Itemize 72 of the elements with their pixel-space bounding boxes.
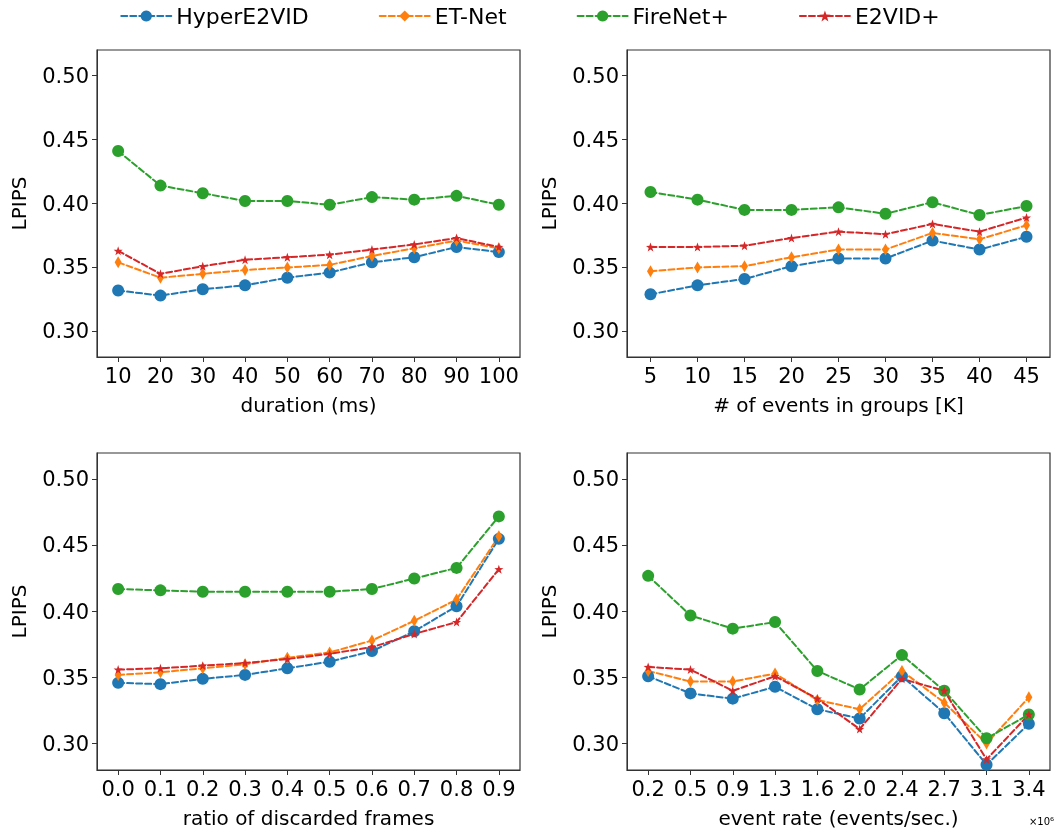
x-tick-label: 1.3 (758, 776, 792, 801)
x-tick-label: 0.2 (186, 776, 220, 801)
y-tick-label: 0.30 (42, 731, 89, 756)
y-tick-label: 0.30 (42, 319, 89, 344)
legend-label: FireNet+ (632, 3, 729, 29)
x-tick-label: 10 (684, 363, 711, 388)
x-tick-label: 15 (731, 363, 758, 388)
x-tick-label: 0.9 (482, 776, 516, 801)
x-tick-label: 40 (231, 363, 259, 388)
y-tick-label: 0.35 (572, 255, 619, 280)
x-tick-label: 5 (643, 363, 658, 388)
x-tick-label: 2.4 (885, 776, 919, 801)
x-tick-label: 30 (872, 363, 899, 388)
x-tick-label: 20 (147, 363, 174, 388)
x-tick-label: 35 (919, 363, 946, 388)
x-tick-label: 30 (189, 363, 217, 388)
x-tick-label: 70 (358, 363, 386, 388)
y-tick-label: 0.35 (42, 255, 89, 280)
y-axis-title: LPIPS (7, 176, 31, 231)
y-tick-label: 0.40 (42, 191, 89, 216)
x-tick-label: 90 (443, 363, 470, 388)
x-tick-label: 20 (778, 363, 805, 388)
y-tick-label: 0.45 (42, 533, 89, 558)
x-tick-label: 40 (966, 363, 993, 388)
x-axis-title: event rate (events/sec.) (718, 806, 959, 830)
y-tick-label: 0.35 (42, 665, 89, 690)
legend-label: ET-Net (434, 3, 507, 29)
y-axis-title: LPIPS (7, 584, 31, 639)
x-tick-label: 0.5 (312, 776, 347, 801)
x-tick-label: 2.0 (842, 776, 877, 801)
y-tick-label: 0.40 (42, 599, 89, 624)
y-tick-label: 0.50 (572, 467, 619, 492)
x-tick-label: 3.4 (1012, 776, 1046, 801)
y-axis-title: LPIPS (537, 176, 561, 231)
x-tick-label: 0.5 (673, 776, 708, 801)
x-tick-label: 1.6 (800, 776, 835, 801)
y-tick-label: 0.40 (572, 191, 619, 216)
x-tick-label: 60 (316, 363, 344, 388)
x-axis-title: ratio of discarded frames (182, 806, 435, 830)
x-tick-label: 3.1 (969, 776, 1004, 801)
x-tick-label: 0.7 (397, 776, 431, 801)
x-tick-label: 0.3 (228, 776, 262, 801)
y-tick-label: 0.45 (572, 533, 619, 558)
y-tick-label: 0.50 (42, 467, 89, 492)
x-tick-label: 45 (1013, 363, 1040, 388)
y-tick-label: 0.40 (572, 599, 619, 624)
text: ×10⁶ (1028, 815, 1055, 827)
x-tick-label: 0.9 (716, 776, 750, 801)
x-tick-label: 80 (400, 363, 428, 388)
y-tick-label: 0.30 (572, 731, 619, 756)
x-tick-label: 0.6 (355, 776, 389, 801)
x-axis-title: duration (ms) (240, 393, 377, 417)
x-tick-label: 0.0 (101, 776, 135, 801)
x-axis-title: # of events in groups [K] (713, 393, 964, 417)
y-tick-label: 0.45 (42, 127, 89, 152)
y-tick-label: 0.50 (572, 63, 619, 88)
legend-label: E2VID+ (854, 3, 940, 29)
y-axis-title: LPIPS (537, 584, 561, 639)
x-tick-label: 0.1 (143, 776, 178, 801)
x-tick-label: 50 (273, 363, 301, 388)
x-tick-label: 0.4 (270, 776, 305, 801)
y-tick-label: 0.50 (42, 63, 89, 88)
x-tick-label: 2.7 (927, 776, 961, 801)
x-tick-label: 10 (104, 363, 132, 388)
x-tick-label: 0.8 (439, 776, 474, 801)
x-tick-label: 0.2 (631, 776, 665, 801)
x-tick-label: 100 (478, 363, 519, 388)
x-tick-label: 25 (825, 363, 852, 388)
y-tick-label: 0.30 (572, 319, 619, 344)
y-tick-label: 0.35 (572, 665, 619, 690)
y-tick-label: 0.45 (572, 127, 619, 152)
legend-label: HyperE2VID (176, 3, 309, 29)
